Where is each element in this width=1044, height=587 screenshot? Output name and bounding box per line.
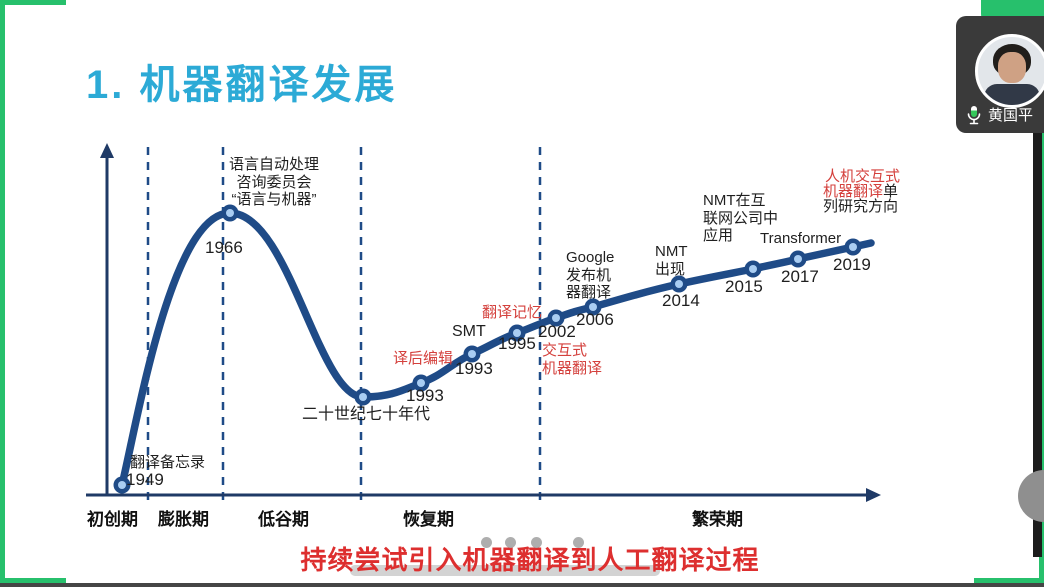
phase-label-trough: 低谷期 [258, 510, 309, 529]
drag-dot[interactable] [573, 537, 584, 548]
label-ihmt-line2-red: 机器翻译 [823, 183, 884, 200]
label-ihmt-line3: 列研究方向 [823, 198, 899, 215]
slide-title: 1. 机器翻译发展 [86, 63, 398, 107]
participant-name: 黄国平 [988, 107, 1034, 124]
avatar-body [984, 84, 1040, 105]
panel-collapse-handle[interactable] [1018, 470, 1044, 522]
label-1966-year: 1966 [205, 238, 243, 257]
footer-highlight-streak [350, 565, 660, 576]
label-smt: SMT [452, 323, 486, 340]
window-bottom-edge [0, 583, 1044, 587]
slide-footer-text: 持续尝试引入机器翻译到人工翻译过程 [300, 545, 760, 575]
y-axis-arrow-icon [100, 143, 114, 158]
label-interactive-mt: 交互式 机器翻译 [542, 342, 603, 377]
participant-video-tile[interactable]: 黄国平 [956, 16, 1044, 133]
participant-avatar [975, 34, 1044, 108]
label-2017-year: 2017 [781, 267, 819, 286]
share-border-bottom-left [0, 578, 66, 584]
drag-dot[interactable] [531, 537, 542, 548]
label-transformer: Transformer [760, 230, 842, 247]
label-ihmt-line1: 人机交互式 [825, 168, 901, 185]
data-point-1970s [354, 388, 372, 406]
data-point-2015 [744, 260, 762, 278]
label-ihmt-line2-black: 单 [883, 183, 899, 200]
label-2002-year: 2002 [538, 322, 576, 341]
share-border-left [0, 0, 5, 587]
label-nmt-appear: NMT 出现 [655, 243, 688, 278]
label-post-editing: 译后编辑 [393, 350, 454, 367]
label-ihmt-line2: 机器翻译单 [823, 183, 898, 201]
x-axis-arrow-icon [866, 488, 881, 502]
video-panel-edge [1033, 16, 1042, 557]
label-1966-event: 语言自动处理 咨询委员会 “语言与机器” [228, 156, 319, 209]
label-google-mt: Google 发布机 器翻译 [566, 249, 615, 302]
label-2014-year: 2014 [662, 291, 700, 310]
label-1949-event: 翻译备忘录 [130, 454, 206, 471]
phase-label-initial: 初创期 [87, 510, 138, 529]
label-2006-year: 2006 [576, 310, 614, 329]
data-point-2019 [844, 238, 862, 256]
label-2019-year: 2019 [833, 255, 871, 274]
label-1949-year: 1949 [126, 470, 164, 489]
data-point-2017 [789, 250, 807, 268]
phase-label-prosperity: 繁荣期 [692, 510, 743, 529]
avatar-face [998, 52, 1026, 83]
phase-label-recovery: 恢复期 [403, 510, 454, 529]
participant-status-row: 黄国平 [966, 104, 1033, 125]
phase-label-inflation: 膨胀期 [158, 510, 209, 529]
drag-dot[interactable] [481, 537, 492, 548]
label-1995-year: 1995 [498, 334, 536, 353]
microphone-icon [967, 105, 981, 124]
share-border-bottom-right [974, 578, 1044, 584]
label-1993-smt-year: 1993 [455, 359, 493, 378]
label-1993-pe-year: 1993 [406, 386, 444, 405]
drag-dot[interactable] [505, 537, 516, 548]
label-translation-memory: 翻译记忆 [482, 304, 543, 321]
share-border-top-left [0, 0, 66, 5]
label-2015-year: 2015 [725, 277, 763, 296]
label-nmt-industry: NMT在互 联网公司中 应用 [703, 192, 779, 245]
label-1970s: 二十世纪七十年代 [302, 406, 431, 423]
